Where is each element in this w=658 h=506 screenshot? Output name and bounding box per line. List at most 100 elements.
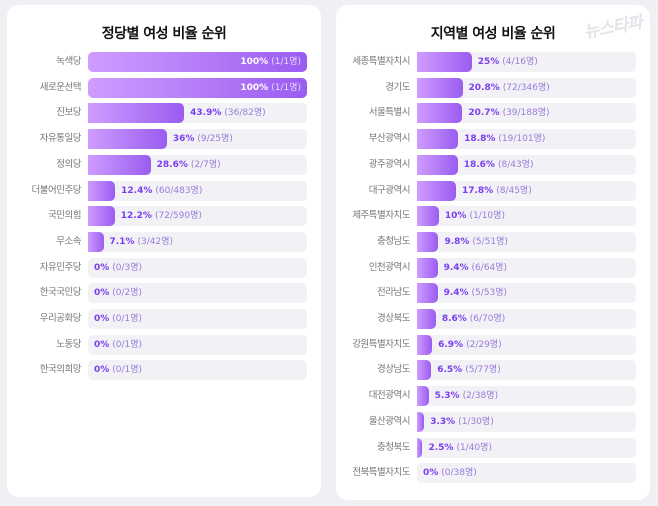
count-label: (6/64명) (471, 262, 508, 273)
count-label: (0/1명) (112, 365, 143, 376)
count-label: (0/2명) (112, 288, 143, 299)
bar-track: 43.9% (36/82명) (88, 103, 307, 124)
bar-track: 5.3% (2/38명) (417, 386, 636, 407)
category-label: 제주특별자치도 (352, 210, 410, 222)
value-label: 2.5% (1/40명) (428, 438, 491, 458)
percent-label: 9.4% (443, 262, 469, 273)
value-label: 9.8% (5/51명) (444, 232, 507, 252)
bar-track: 100% (1/1명) (88, 77, 307, 98)
bar-row: 울산광역시 3.3% (1/30명) (336, 411, 650, 432)
bar (88, 154, 151, 175)
count-label: (6/70명) (469, 314, 506, 324)
bar (417, 180, 456, 201)
count-label: (72/590명) (154, 211, 202, 222)
count-label: (9/25명) (197, 134, 233, 145)
bar-track: 9.4% (5/53명) (417, 283, 636, 304)
bar-track: 28.6% (2/7명) (88, 154, 307, 175)
bar-row: 우리공화당 0% (0/1명) (7, 309, 321, 329)
percent-label: 18.6% (463, 159, 495, 170)
count-label: (4/16명) (502, 57, 538, 67)
value-label: 0% (0/1명) (94, 360, 142, 380)
count-label: (19/101명) (498, 134, 546, 145)
value-label: 3.3% (1/30명) (430, 412, 493, 432)
count-label: (5/77명) (465, 365, 501, 376)
value-label: 100% (1/1명) (240, 78, 301, 98)
bar-track: 17.8% (8/45명) (417, 180, 636, 201)
bar (417, 77, 463, 98)
category-label: 노동당 (56, 338, 81, 350)
category-label: 울산광역시 (368, 415, 411, 427)
category-label: 인천광역시 (368, 261, 411, 273)
percent-label: 36% (172, 134, 195, 145)
percent-label: 6.5% (437, 365, 463, 376)
percent-label: 0% (94, 339, 110, 350)
bar-track: 6.9% (2/29명) (417, 334, 636, 355)
category-label: 경상북도 (377, 313, 410, 324)
category-label: 세종특별자치시 (352, 56, 410, 67)
category-label: 자유통일당 (39, 133, 82, 145)
bar-row: 경상북도 8.6% (6/70명) (336, 309, 650, 329)
party-chart-title: 정당별 여성 비율 순위 (101, 26, 227, 42)
bar-row: 충청남도 9.8% (5/51명) (336, 231, 650, 252)
value-label: 0% (0/2명) (94, 283, 142, 303)
percent-label: 6.9% (438, 339, 464, 350)
value-label: 0% (0/1명) (94, 309, 142, 329)
bar-row: 녹색당 100% (1/1명) (7, 52, 321, 72)
count-label: (1/1명) (271, 57, 301, 67)
bar (417, 257, 438, 278)
bar-track: 20.7% (39/188명) (417, 103, 636, 124)
percent-label: 7.1% (109, 236, 135, 247)
bar-row: 더불어민주당 12.4% (60/483명) (7, 180, 321, 201)
bar (88, 52, 307, 72)
bar (417, 411, 425, 432)
count-label: (1/30명) (458, 416, 494, 427)
value-label: 25% (4/16명) (478, 52, 538, 72)
category-label: 한국국민당 (39, 287, 82, 299)
bar (417, 334, 433, 355)
percent-label: 10% (444, 211, 467, 222)
value-label: 9.4% (6/64명) (444, 258, 507, 278)
category-label: 더불어민주당 (31, 184, 82, 196)
bar-track: 0% (0/1명) (88, 360, 307, 381)
percent-label: 100% (240, 57, 269, 67)
bar-row: 서울특별시 20.7% (39/188명) (336, 103, 650, 124)
category-label: 강원특별자치도 (352, 338, 410, 350)
value-label: 6.9% (2/29명) (438, 335, 501, 355)
count-label: (2/29명) (466, 339, 502, 350)
bar (88, 129, 167, 150)
bar (88, 206, 115, 227)
category-label: 충청북도 (377, 441, 410, 453)
bar-row: 무소속 7.1% (3/42명) (7, 231, 321, 252)
category-label: 정의당 (56, 158, 81, 170)
category-label: 녹색당 (56, 56, 81, 67)
count-label: (3/42명) (137, 236, 174, 247)
bar-track: 0% (0/38명) (417, 463, 636, 484)
count-label: (5/51명) (472, 236, 508, 247)
bar (417, 437, 423, 458)
count-label: (60/483명) (155, 185, 203, 196)
count-label: (5/53명) (471, 288, 508, 299)
percent-label: 12.2% (120, 211, 152, 222)
percent-label: 12.4% (121, 185, 153, 196)
percent-label: 0% (94, 314, 110, 324)
bar (88, 103, 185, 124)
bar-track: 0% (0/1명) (88, 309, 307, 329)
count-label: (1/1명) (271, 82, 301, 93)
bar-row: 대구광역시 17.8% (8/45명) (336, 180, 650, 201)
value-label: 8.6% (6/70명) (442, 309, 505, 329)
category-label: 진보당 (56, 107, 81, 119)
category-label: 전북특별자치도 (352, 467, 410, 479)
category-label: 대전광역시 (368, 390, 411, 402)
bar-row: 세종특별자치시 25% (4/16명) (336, 52, 650, 72)
bar-track: 6.5% (5/77명) (417, 360, 636, 381)
percent-label: 28.6% (156, 159, 188, 170)
bar-track: 10% (1/10명) (417, 206, 636, 227)
percent-label: 25% (477, 57, 500, 67)
value-label: 0% (0/38명) (423, 463, 477, 483)
bar-track: 25% (4/16명) (417, 52, 636, 72)
bar (417, 309, 436, 329)
category-label: 부산광역시 (368, 133, 411, 145)
percent-label: 0% (423, 468, 439, 479)
bar (417, 129, 459, 150)
bar-row: 경상남도 6.5% (5/77명) (336, 360, 650, 381)
